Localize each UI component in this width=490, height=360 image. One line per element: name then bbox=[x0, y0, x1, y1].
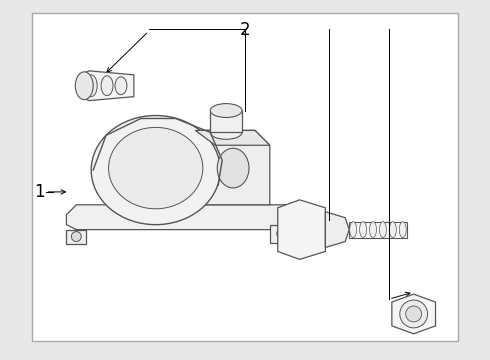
Polygon shape bbox=[290, 210, 315, 225]
Ellipse shape bbox=[350, 222, 357, 238]
Text: 2: 2 bbox=[240, 21, 250, 39]
Polygon shape bbox=[392, 294, 436, 334]
Ellipse shape bbox=[399, 222, 406, 238]
Polygon shape bbox=[210, 111, 242, 132]
Ellipse shape bbox=[379, 222, 387, 238]
Polygon shape bbox=[278, 200, 325, 260]
Text: 1: 1 bbox=[34, 183, 45, 201]
Polygon shape bbox=[79, 71, 134, 100]
Ellipse shape bbox=[75, 72, 93, 100]
Ellipse shape bbox=[109, 127, 203, 209]
Ellipse shape bbox=[101, 76, 113, 96]
Ellipse shape bbox=[360, 222, 367, 238]
Polygon shape bbox=[196, 130, 270, 205]
Polygon shape bbox=[66, 230, 86, 244]
Ellipse shape bbox=[85, 75, 97, 96]
Ellipse shape bbox=[369, 222, 376, 238]
Ellipse shape bbox=[210, 104, 242, 117]
Ellipse shape bbox=[210, 125, 242, 139]
Polygon shape bbox=[270, 225, 294, 243]
Ellipse shape bbox=[115, 77, 127, 95]
Ellipse shape bbox=[217, 148, 249, 188]
Polygon shape bbox=[325, 212, 349, 247]
Ellipse shape bbox=[72, 231, 81, 242]
Bar bbox=[32, 13, 458, 341]
Ellipse shape bbox=[277, 229, 287, 239]
Polygon shape bbox=[196, 130, 270, 145]
Ellipse shape bbox=[400, 300, 428, 328]
Polygon shape bbox=[349, 222, 407, 238]
Ellipse shape bbox=[406, 306, 421, 322]
Ellipse shape bbox=[390, 222, 396, 238]
Polygon shape bbox=[66, 205, 299, 230]
Ellipse shape bbox=[91, 116, 220, 225]
